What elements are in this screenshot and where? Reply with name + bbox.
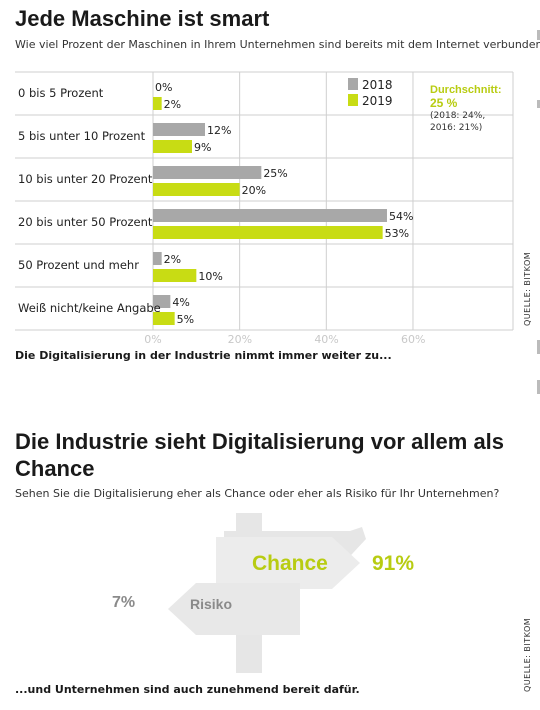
- bar-2019-4: [153, 269, 197, 282]
- legend-swatch-2018: [348, 78, 358, 90]
- x-tick-label: 20%: [227, 333, 253, 346]
- bar-label-2019-4: 10%: [198, 270, 222, 283]
- chart1-subtitle: Wie viel Prozent der Maschinen in Ihrem …: [15, 38, 540, 51]
- bar-label-2018-4: 2%: [164, 253, 181, 266]
- edge-marker: [537, 30, 540, 40]
- bar-label-2018-1: 12%: [207, 124, 231, 137]
- legend-swatch-2019: [348, 94, 358, 106]
- bar-label-2019-3: 53%: [385, 227, 409, 240]
- edge-marker: [537, 380, 540, 394]
- chance-sign: [216, 537, 360, 589]
- chart2-subtitle: Sehen Sie die Digitalisierung eher als C…: [15, 487, 500, 500]
- bar-2018-3: [153, 209, 387, 222]
- signpost-illustration: [168, 513, 366, 673]
- bar-2018-4: [153, 252, 162, 265]
- bar-label-2018-5: 4%: [172, 296, 189, 309]
- bar-2019-1: [153, 140, 192, 153]
- chance-value: 91%: [372, 552, 415, 575]
- category-label: 5 bis unter 10 Prozent: [18, 129, 146, 143]
- bar-2018-5: [153, 295, 171, 308]
- bar-label-2019-5: 5%: [177, 313, 194, 326]
- legend-label-2019: 2019: [362, 94, 393, 108]
- average-value: 25 %: [430, 96, 458, 110]
- risk-sign: [168, 583, 300, 635]
- category-label: 50 Prozent und mehr: [18, 258, 139, 272]
- chart1-title: Jede Maschine ist smart: [15, 6, 270, 31]
- category-label: 0 bis 5 Prozent: [18, 86, 104, 100]
- chart2-title: Die Industrie sieht Digitalisierung vor …: [15, 429, 505, 481]
- average-note-1: (2018: 24%,: [430, 111, 486, 121]
- x-tick-label: 40%: [314, 333, 339, 346]
- average-note-2: 2016: 21%): [430, 123, 483, 133]
- bar-2019-2: [153, 183, 240, 196]
- risk-value: 7%: [112, 594, 136, 611]
- bar-2018-2: [153, 166, 262, 179]
- bar-label-2018-0: 0%: [155, 81, 172, 94]
- category-label: 10 bis unter 20 Prozent: [18, 172, 153, 186]
- bar-label-2019-1: 9%: [194, 141, 211, 154]
- bar-2019-3: [153, 226, 383, 239]
- bar-label-2018-2: 25%: [263, 167, 287, 180]
- bar-label-2019-2: 20%: [242, 184, 266, 197]
- bar-2019-0: [153, 97, 162, 110]
- x-tick-label: 0%: [144, 333, 162, 346]
- category-label: 20 bis unter 50 Prozent: [18, 215, 153, 229]
- edge-marker: [537, 100, 540, 108]
- category-label: Weiß nicht/keine Angabe: [18, 301, 161, 315]
- chart1-source: QUELLE: BITKOM: [523, 251, 532, 326]
- bar-label-2018-3: 54%: [389, 210, 413, 223]
- bar-2018-1: [153, 123, 205, 136]
- chart2-source: QUELLE: BITKOM: [523, 617, 532, 692]
- chance-label: Chance: [252, 552, 328, 575]
- risk-label: Risiko: [190, 596, 233, 612]
- x-tick-label: 60%: [400, 333, 426, 346]
- legend-label-2018: 2018: [362, 78, 393, 92]
- bar-2019-5: [153, 312, 175, 325]
- chart2-caption: ...und Unternehmen sind auch zunehmend b…: [15, 683, 360, 696]
- average-title: Durchschnitt:: [430, 84, 502, 96]
- edge-marker: [537, 340, 540, 354]
- chart1-caption: Die Digitalisierung in der Industrie nim…: [15, 349, 392, 362]
- bar-label-2019-0: 2%: [164, 98, 181, 111]
